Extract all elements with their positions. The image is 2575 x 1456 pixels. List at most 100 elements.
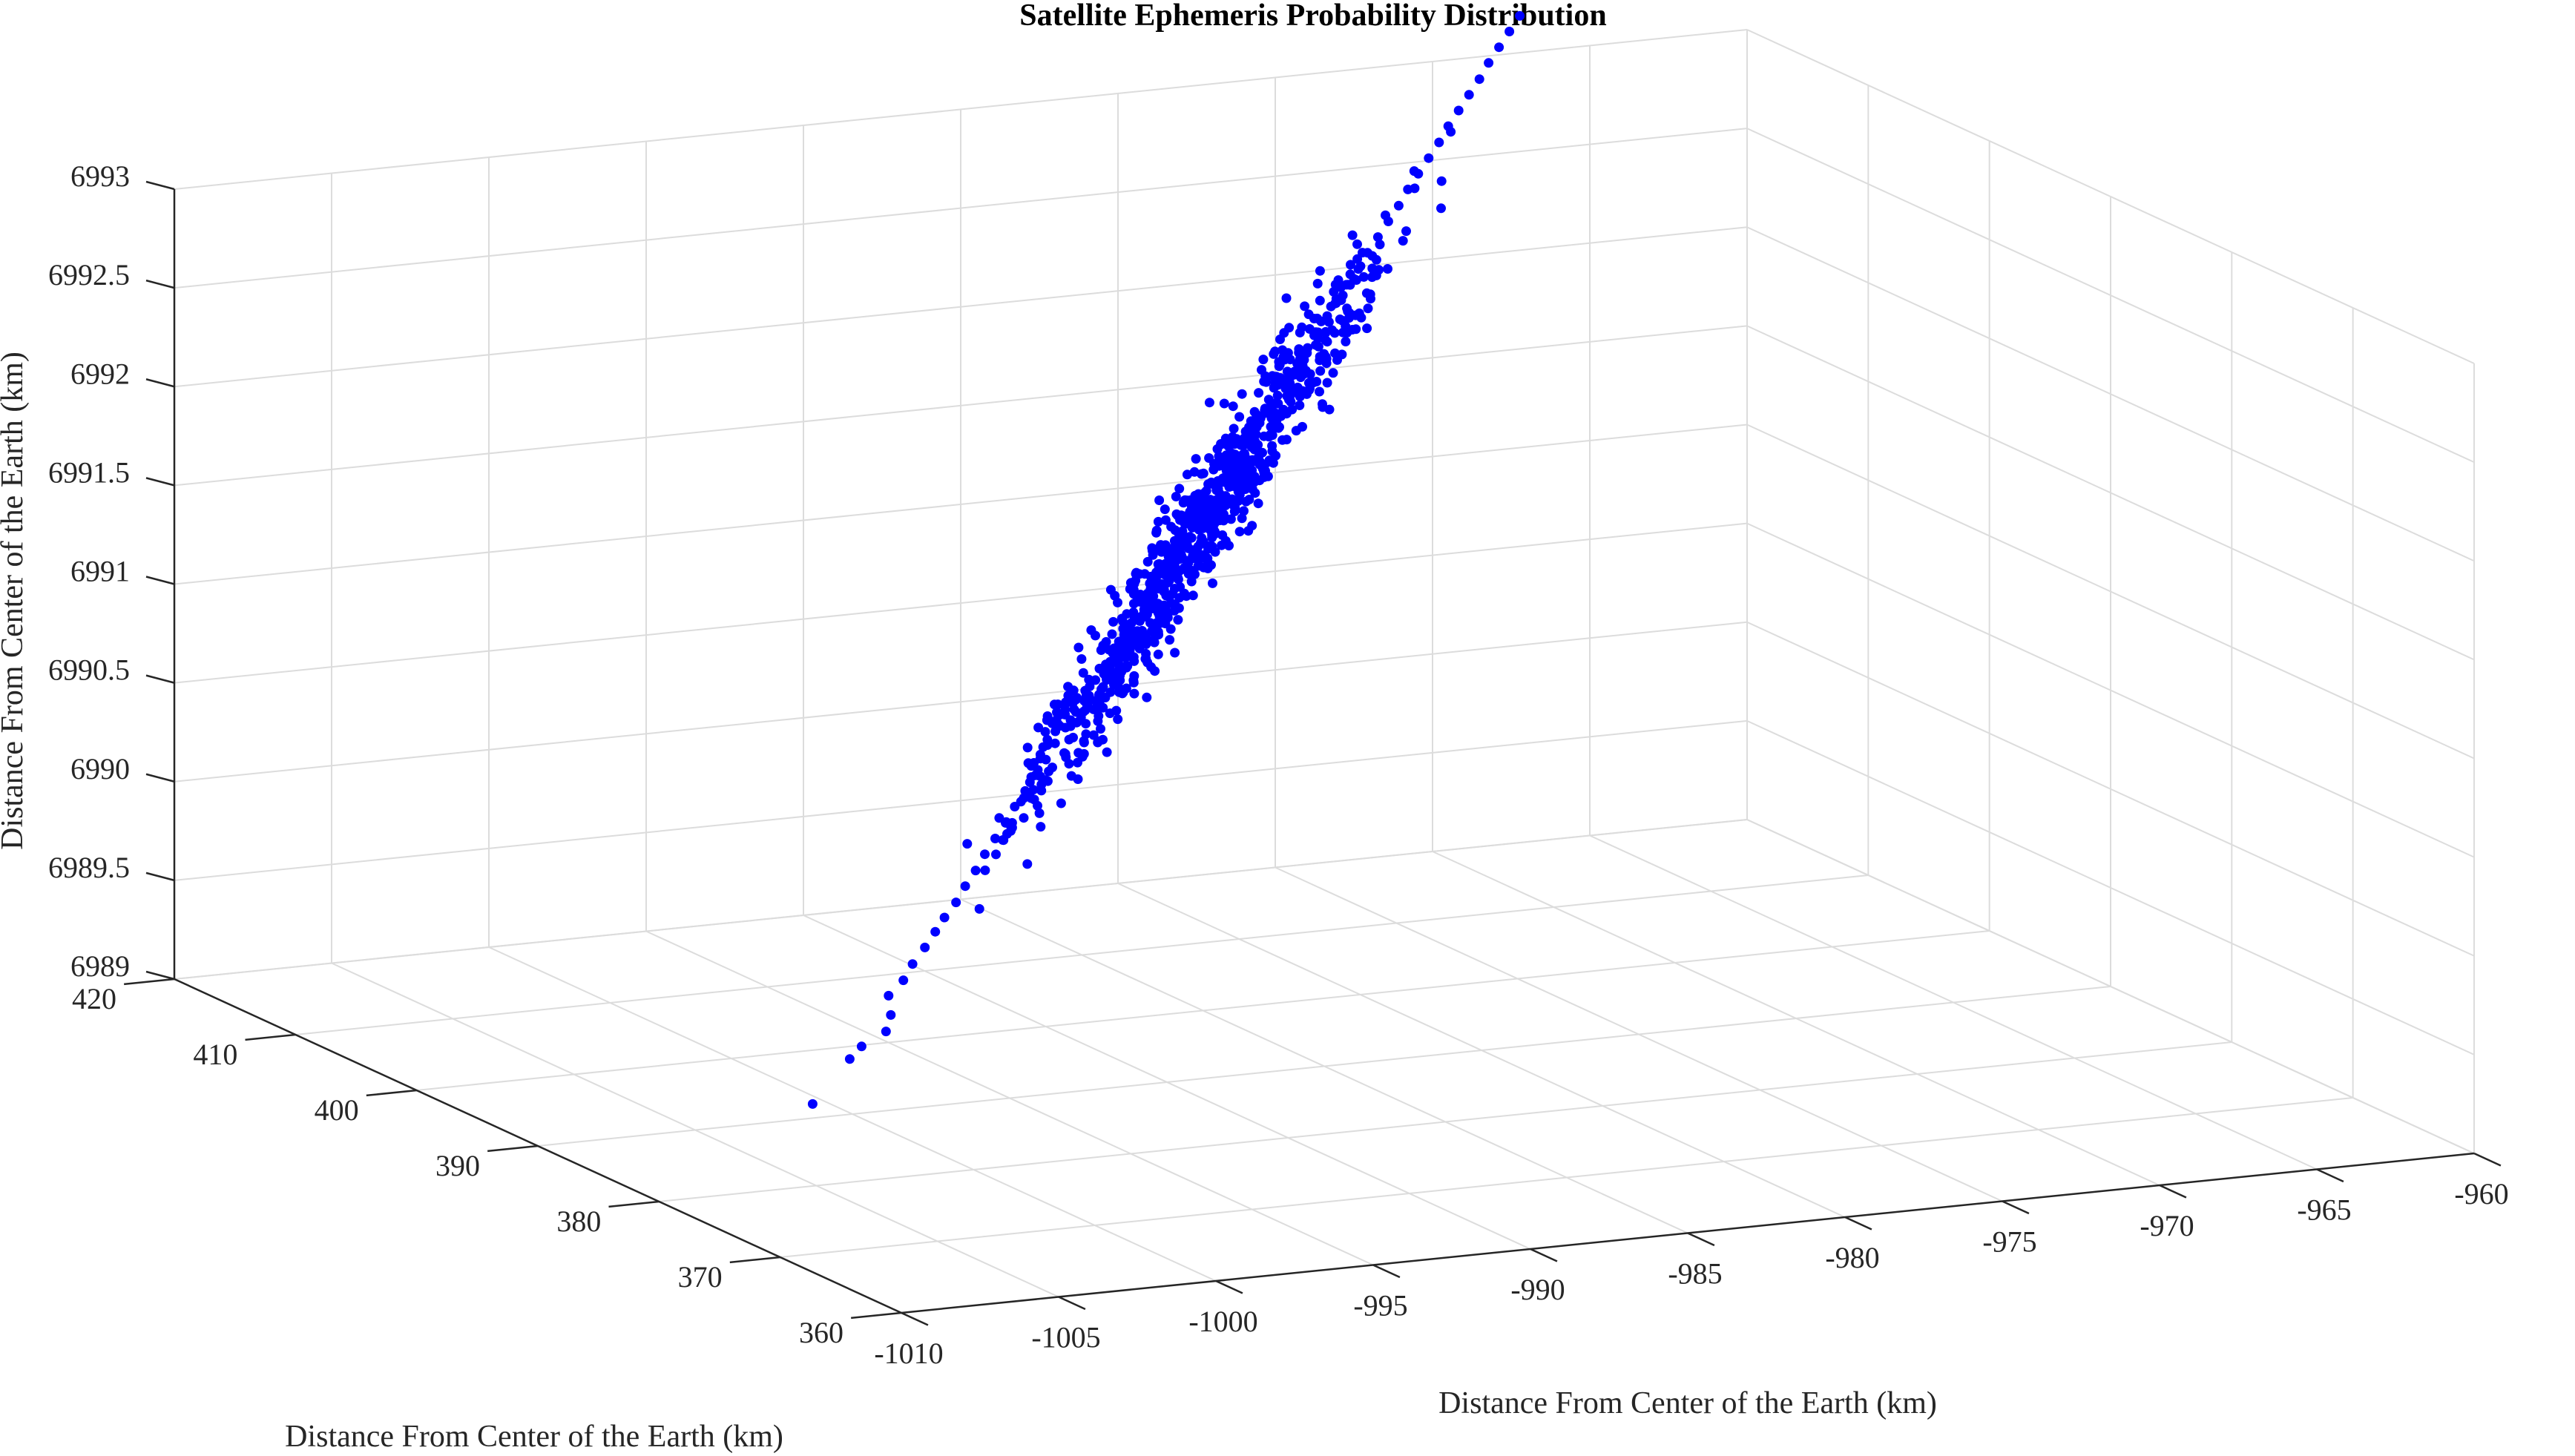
data-point (1005, 820, 1016, 830)
z-tick (145, 773, 175, 783)
data-point (1398, 236, 1408, 246)
data-point (1175, 541, 1185, 552)
x-tick-label: -970 (2140, 1209, 2194, 1242)
grid-line (659, 1041, 2232, 1202)
data-point (1179, 563, 1189, 573)
data-point (1129, 688, 1139, 699)
data-point (1151, 525, 1162, 536)
data-point (1155, 618, 1165, 628)
data-point (1345, 280, 1355, 290)
data-point (1315, 266, 1325, 276)
data-point (960, 881, 970, 892)
y-tick-label: 360 (799, 1316, 843, 1349)
z-tick-label: 6990 (70, 752, 130, 785)
y-axis-label: Distance From Center of the Earth (km) (285, 1420, 783, 1454)
data-point (1084, 691, 1094, 701)
data-point (980, 865, 990, 875)
z-tick-label: 6989.5 (48, 851, 130, 884)
data-point (1033, 722, 1044, 733)
data-point (1338, 327, 1348, 337)
z-tick-label: 6991.5 (48, 455, 130, 489)
data-point (1234, 461, 1244, 471)
data-point (1208, 464, 1219, 475)
data-point (1071, 694, 1081, 705)
x-tick (2473, 1152, 2502, 1167)
data-point (1229, 439, 1240, 449)
x-tick-label: -965 (2297, 1193, 2351, 1227)
data-point (1275, 360, 1285, 370)
data-point (1446, 127, 1456, 137)
data-point (1345, 269, 1355, 280)
grid-line (1746, 128, 2475, 464)
y-tick-label: 370 (678, 1260, 723, 1294)
data-point (1121, 662, 1131, 672)
x-tick-label: -980 (1825, 1241, 1879, 1274)
data-point (1171, 492, 1181, 501)
grid-line (174, 128, 1748, 289)
data-point (1331, 298, 1341, 309)
data-point (1194, 524, 1204, 535)
grid-line (174, 522, 1748, 684)
data-point (1217, 530, 1228, 540)
data-point (1410, 183, 1420, 194)
data-point (1154, 630, 1164, 640)
data-point (1128, 584, 1139, 595)
x-tick-label: -975 (1982, 1225, 2036, 1259)
data-point (999, 835, 1009, 846)
data-point (1286, 397, 1296, 407)
data-point (1272, 390, 1283, 401)
data-point (1079, 736, 1089, 746)
data-point (1258, 355, 1269, 365)
data-point (1016, 797, 1026, 807)
data-point (1231, 477, 1241, 487)
grid-line (1746, 226, 2475, 562)
data-point (1115, 675, 1125, 685)
data-point (1239, 506, 1249, 516)
data-point (1206, 477, 1217, 487)
data-point (1263, 395, 1274, 405)
data-point (1409, 166, 1419, 177)
data-point (1128, 677, 1139, 688)
data-point (1079, 748, 1089, 759)
data-point (1298, 421, 1307, 432)
data-point (1494, 42, 1504, 53)
data-point (1019, 813, 1029, 823)
data-point (1125, 623, 1134, 633)
data-point (1128, 607, 1139, 618)
grid-line (295, 874, 1869, 1035)
grid-line (174, 226, 1748, 388)
y-tick (729, 1256, 780, 1264)
data-point (1315, 366, 1326, 376)
data-point (1170, 648, 1180, 658)
data-point (1061, 752, 1071, 762)
data-point (1321, 335, 1331, 346)
data-point (907, 959, 918, 969)
data-point (1208, 578, 1217, 588)
data-point (1335, 314, 1345, 324)
data-point (1237, 389, 1247, 399)
data-point (1216, 439, 1226, 449)
data-point (970, 866, 981, 876)
data-point (1042, 711, 1053, 721)
data-point (1102, 747, 1112, 757)
data-point (1241, 496, 1252, 507)
data-point (1254, 388, 1264, 398)
data-point (1295, 392, 1305, 402)
data-point (1146, 662, 1157, 672)
data-point (1186, 576, 1197, 587)
data-point (1332, 355, 1342, 365)
data-point (1086, 625, 1096, 635)
data-point (1362, 323, 1372, 334)
data-point (1268, 458, 1278, 468)
data-point (1228, 401, 1238, 412)
data-point (1066, 771, 1076, 781)
data-point (1323, 317, 1334, 327)
data-point (1129, 656, 1139, 666)
data-point (1352, 239, 1362, 249)
data-point (1484, 58, 1494, 68)
data-point (1324, 404, 1335, 415)
data-point (939, 912, 950, 923)
data-point (1114, 687, 1125, 697)
data-point (1173, 615, 1183, 625)
data-point (1107, 629, 1117, 639)
